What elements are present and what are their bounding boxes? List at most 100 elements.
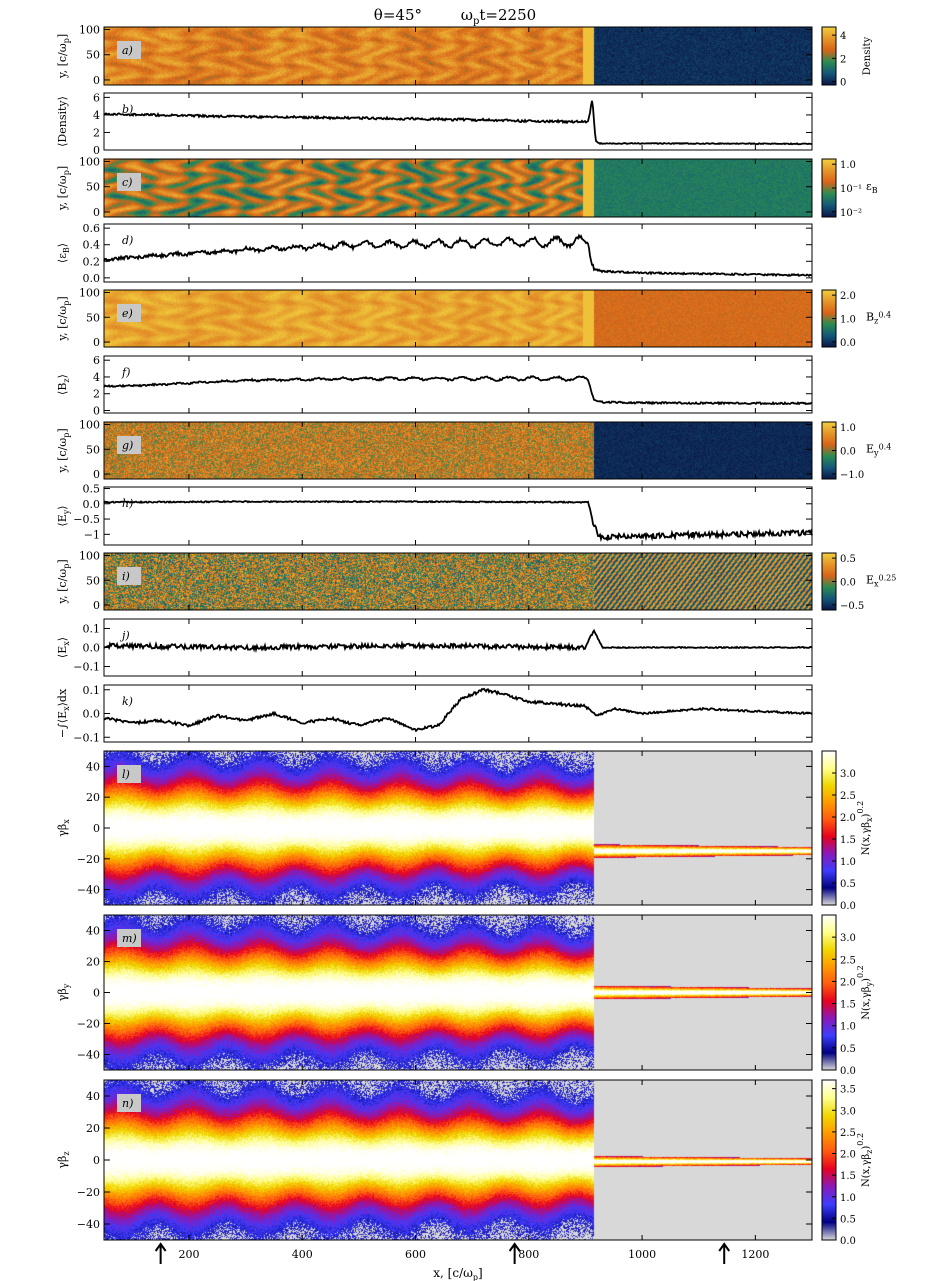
ytick-label-m: −20 bbox=[77, 1018, 100, 1031]
frame-a bbox=[103, 26, 813, 86]
ytick-label-a: 0 bbox=[93, 74, 100, 87]
figure-title: θ=45° ωpt=2250 bbox=[374, 6, 536, 27]
colorbar-g: 1.0 0.0 −1.0 Ey0.4 bbox=[821, 421, 891, 481]
panel-l: −40 −20 0 20 40 l) γβx 0.0 0.5 1.0 1.5 2.0 2.5 3.0 N(x… bbox=[56, 750, 874, 912]
panel-n: −40 −20 0 20 40 n) γβz 0.0 0.5 1.0 1.5 2.0 2.5 3.0 3.5… bbox=[56, 1079, 874, 1247]
heatmap-g bbox=[104, 422, 812, 479]
ytick-label-i: 50 bbox=[86, 574, 100, 587]
ytick-label-c: 100 bbox=[79, 156, 100, 169]
frame-b bbox=[103, 92, 813, 151]
ytick-label-n: −40 bbox=[77, 1218, 100, 1231]
colorbar-tick-label-n: 0.5 bbox=[840, 1214, 856, 1225]
ytick-label-j: 0.0 bbox=[83, 642, 101, 655]
frame-h bbox=[103, 486, 813, 546]
panel-label-f: f) bbox=[121, 366, 130, 379]
ytick-label-d: 0.6 bbox=[83, 222, 101, 235]
colorbar-tick-label-m: 2.5 bbox=[840, 955, 856, 966]
ylabel-k: −∫⟨Ex⟩dx bbox=[56, 688, 71, 738]
ytick-label-a: 100 bbox=[79, 24, 100, 37]
panel-a: 0 50 100 a) y, [c/ωp] 0 2 4 Density bbox=[56, 24, 873, 89]
title-time-rest: t=2250 bbox=[479, 6, 536, 24]
colorbar-tick-label-a: 4 bbox=[840, 31, 846, 42]
colorbar-tick-label-c: 10⁻² bbox=[840, 208, 862, 219]
ytick-label-d: 0.2 bbox=[83, 255, 101, 268]
colorbar-tick-label-e: 1.0 bbox=[840, 315, 856, 326]
x-axis: 200 400 600 800 1000 1200 x, [c/ωp] bbox=[154, 1242, 769, 1281]
heatmap-i bbox=[104, 553, 812, 610]
panel-label-box-e bbox=[117, 304, 141, 322]
ytick-label-f: 6 bbox=[93, 354, 100, 367]
colorbar-tick-label-l: 0.0 bbox=[840, 901, 856, 912]
series-line-h bbox=[103, 499, 813, 543]
ytick-label-m: −40 bbox=[77, 1049, 100, 1062]
colorbar-a: 0 2 4 Density bbox=[821, 26, 873, 89]
ytick-label-j: −0.1 bbox=[73, 661, 100, 674]
colorbar-tick-label-i: −0.5 bbox=[840, 601, 864, 612]
ylabel-n: γβz bbox=[56, 1151, 71, 1168]
colorbar-n: 0.0 0.5 1.0 1.5 2.0 2.5 3.0 3.5 N(x,γβz)0.2 bbox=[821, 1079, 874, 1247]
ytick-label-l: −40 bbox=[77, 884, 100, 897]
series-line-k bbox=[103, 687, 813, 733]
frame-i bbox=[103, 552, 813, 611]
panel-label-box-i bbox=[117, 567, 141, 585]
panel-i: 0 50 100 i) y, [c/ωp] 0.5 0.0 −0.5 Ex0.25 bbox=[56, 549, 896, 612]
colorbar-tick-label-m: 2.0 bbox=[840, 977, 856, 988]
ytick-label-m: 40 bbox=[86, 925, 100, 938]
panel-k: −0.1 0.0 0.1 k) −∫⟨Ex⟩dx bbox=[56, 684, 813, 744]
panel-label-box-c bbox=[117, 173, 141, 191]
ytick-label-f: 2 bbox=[93, 388, 100, 401]
ytick-label-i: 100 bbox=[79, 549, 100, 562]
colorbar-label-e: Bz0.4 bbox=[866, 311, 891, 326]
series-line-f bbox=[103, 374, 812, 406]
colorbar-tick-label-a: 0 bbox=[840, 78, 846, 89]
panel-c: 0 50 100 c) y, [c/ωp] 1.0 10⁻¹ 10⁻² εB bbox=[56, 156, 878, 219]
ylabel-j: ⟨Ex⟩ bbox=[56, 637, 71, 658]
colorbar-tick-label-a: 2 bbox=[840, 54, 846, 65]
ytick-label-l: −20 bbox=[77, 853, 100, 866]
heatmap-m bbox=[104, 915, 812, 1070]
ytick-label-i: 0 bbox=[93, 599, 100, 612]
ytick-label-m: 0 bbox=[93, 987, 100, 1000]
panel-f: 0 2 4 6 f) ⟨Bz⟩ bbox=[56, 354, 813, 417]
colorbar-tick-label-g: −1.0 bbox=[840, 470, 864, 481]
colorbar-tick-label-i: 0.0 bbox=[840, 578, 856, 589]
panel-label-j: j) bbox=[119, 629, 130, 642]
ytick-label-b: 6 bbox=[93, 91, 100, 104]
ytick-label-d: 0.4 bbox=[83, 239, 101, 252]
frame-d bbox=[103, 223, 813, 283]
panel-label-box-a bbox=[117, 41, 141, 59]
colorbar-label-c: εB bbox=[866, 180, 878, 195]
colorbar-tick-label-e: 2.0 bbox=[840, 291, 856, 302]
colorbar-gradient-l bbox=[821, 750, 837, 906]
panel-label-b: b) bbox=[122, 103, 133, 116]
colorbar-m: 0.0 0.5 1.0 1.5 2.0 2.5 3.0 N(x,γβy)0.2 bbox=[821, 914, 874, 1077]
colorbar-c: 1.0 10⁻¹ 10⁻² εB bbox=[821, 158, 878, 219]
arrow-marker-0 bbox=[154, 1242, 167, 1264]
ytick-label-c: 50 bbox=[86, 181, 100, 194]
colorbar-tick-label-l: 3.0 bbox=[840, 769, 856, 780]
ytick-label-n: 20 bbox=[86, 1122, 100, 1135]
xtick-label-1000: 1000 bbox=[628, 1248, 656, 1261]
ytick-label-k: 0.1 bbox=[83, 684, 101, 697]
title-time-sub: p bbox=[473, 16, 479, 27]
series-line-d bbox=[103, 233, 813, 278]
ytick-label-l: 0 bbox=[93, 822, 100, 835]
colorbar-tick-label-l: 2.0 bbox=[840, 813, 856, 824]
heatmap-c bbox=[104, 159, 812, 217]
ylabel-c: y, [c/ωp] bbox=[56, 166, 71, 211]
xtick-label-400: 400 bbox=[292, 1248, 313, 1261]
title-theta: θ=45° bbox=[374, 6, 422, 24]
ytick-label-a: 50 bbox=[86, 49, 100, 62]
colorbar-tick-label-l: 1.5 bbox=[840, 835, 856, 846]
ylabel-a: y, [c/ωp] bbox=[56, 34, 71, 79]
colorbar-tick-label-c: 1.0 bbox=[840, 160, 856, 171]
colorbar-tick-label-m: 3.0 bbox=[840, 933, 856, 944]
ytick-label-l: 20 bbox=[86, 791, 100, 804]
title-time: ω bbox=[461, 6, 473, 24]
arrow-marker-2 bbox=[718, 1242, 731, 1264]
heatmap-e bbox=[104, 290, 812, 347]
xtick-label-1200: 1200 bbox=[741, 1248, 769, 1261]
colorbar-tick-label-e: 0.0 bbox=[840, 338, 856, 349]
panels: 0 50 100 a) y, [c/ωp] 0 2 4 Density 0 2 4 6 b) ⟨Densit… bbox=[56, 24, 896, 1247]
